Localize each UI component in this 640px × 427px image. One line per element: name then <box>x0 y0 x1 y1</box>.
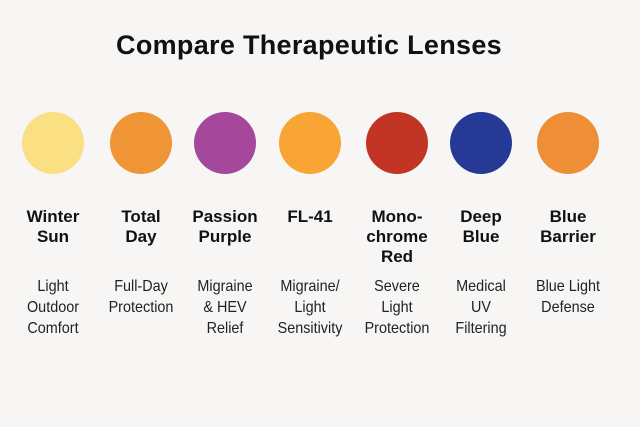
lens-name: Deep Blue <box>460 207 502 246</box>
lens-description: Full-Day Protection <box>108 278 174 316</box>
lens-color-swatch <box>194 112 256 174</box>
lens-description: Medical UV Filtering <box>455 278 507 337</box>
lens-column-winter-sun: Winter Sun Light Outdoor Comfort <box>8 112 98 339</box>
lens-color-swatch <box>279 112 341 174</box>
lens-column-deep-blue: Deep Blue Medical UV Filtering <box>436 112 526 339</box>
lens-description: Migraine & HEV Relief <box>197 278 253 337</box>
lens-name: FL-41 <box>287 207 333 226</box>
lens-color-swatch <box>450 112 512 174</box>
lens-color-swatch <box>110 112 172 174</box>
lens-description: Blue Light Defense <box>535 278 601 316</box>
lens-description: Light Outdoor Comfort <box>26 278 80 337</box>
lens-color-swatch <box>366 112 428 174</box>
lens-description: Migraine/ Light Sensitivity <box>277 278 343 337</box>
lens-name: Winter Sun <box>26 207 80 246</box>
lens-color-swatch <box>22 112 84 174</box>
lens-description: Severe Light Protection <box>364 278 430 337</box>
page-title: Compare Therapeutic Lenses <box>116 30 502 60</box>
lens-color-swatch <box>537 112 599 174</box>
lens-column-passion-purple: Passion Purple Migraine & HEV Relief <box>180 112 270 339</box>
lens-column-fl-41: FL-41 Migraine/ Light Sensitivity <box>265 112 355 339</box>
lens-name: Mono- chrome Red <box>366 207 428 266</box>
lens-column-blue-barrier: Blue Barrier Blue Light Defense <box>523 112 613 318</box>
lens-name: Blue Barrier <box>540 207 596 246</box>
lens-column-total-day: Total Day Full-Day Protection <box>96 112 186 318</box>
lens-name: Total Day <box>121 207 161 246</box>
lens-name: Passion Purple <box>192 207 258 246</box>
lens-column-monochrome-red: Mono- chrome Red Severe Light Protection <box>352 112 442 339</box>
